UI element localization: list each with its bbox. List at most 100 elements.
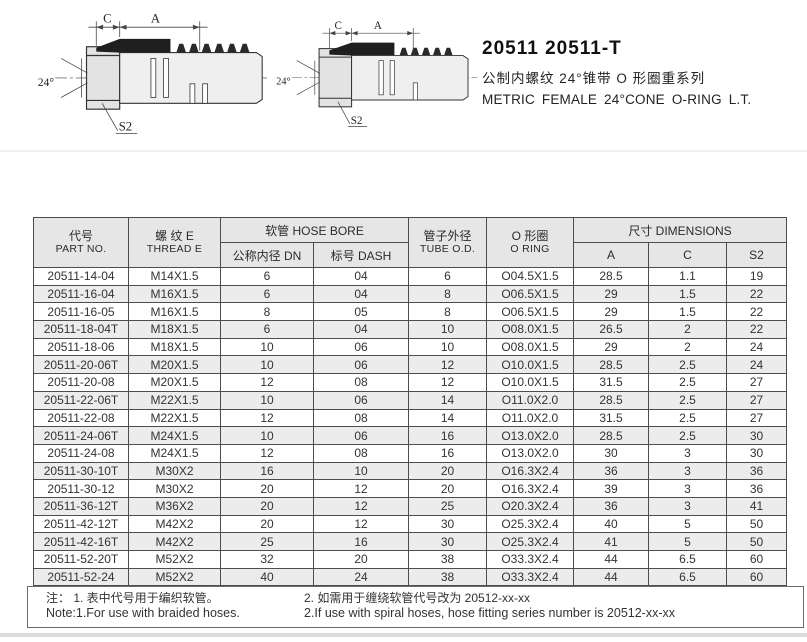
fitting-drawing-2: C A 24° S2 bbox=[266, 6, 480, 151]
table-row: 20511-20-08 M20X1.5 12 08 12 O10.0X1.5 31.5 2.5… bbox=[33, 373, 787, 392]
barb-serrations bbox=[176, 43, 250, 53]
cell-dash: 12 bbox=[313, 514, 409, 534]
cell-dim-s2: 19 bbox=[726, 267, 787, 286]
table-row: 20511-22-06T M22X1.5 10 06 14 O11.0X2.0 28.5 2.… bbox=[33, 390, 787, 410]
cell-thread: M18X1.5 bbox=[128, 320, 221, 339]
cell-dim-c: 5 bbox=[648, 514, 727, 534]
dimension-arrows bbox=[96, 24, 200, 30]
cell-part-no: 20511-52-24 bbox=[33, 567, 129, 587]
cell-dn: 8 bbox=[220, 302, 314, 322]
cell-dn: 40 bbox=[220, 567, 314, 587]
cell-dim-c: 2.5 bbox=[648, 355, 727, 375]
crimp-socket bbox=[96, 38, 171, 53]
cell-dn: 12 bbox=[220, 373, 314, 392]
col-header-dim-s2: S2 bbox=[726, 242, 787, 268]
cell-tube-od: 10 bbox=[408, 320, 487, 339]
cell-dim-s2: 50 bbox=[726, 514, 787, 534]
stem-grooves bbox=[150, 58, 208, 104]
dim-label-angle: 24° bbox=[38, 76, 55, 89]
hex-nut bbox=[85, 46, 121, 110]
cell-dn: 10 bbox=[220, 390, 314, 410]
dimension-lines bbox=[60, 21, 208, 134]
cell-o-ring: O08.0X1.5 bbox=[486, 337, 574, 357]
cell-dim-s2: 22 bbox=[726, 284, 787, 304]
cell-dim-a: 36 bbox=[573, 461, 649, 481]
col-header-part-no-en: PART NO. bbox=[55, 243, 107, 256]
cell-dim-c: 5 bbox=[648, 532, 727, 551]
table-row: 20511-52-24 M52X2 40 24 38 O33.3X2.4 44 6.5 60 bbox=[33, 567, 787, 587]
cell-dash: 12 bbox=[313, 479, 409, 498]
table-row: 20511-20-06T M20X1.5 10 06 12 O10.0X1.5 28.5 2.… bbox=[33, 355, 787, 375]
cell-dn: 25 bbox=[220, 532, 314, 551]
table-row: 20511-30-10T M30X2 16 10 20 O16.3X2.4 36 3 36 bbox=[33, 461, 787, 481]
cell-dim-a: 31.5 bbox=[573, 373, 649, 392]
cell-dim-s2: 50 bbox=[726, 532, 787, 551]
cell-dim-s2: 27 bbox=[726, 390, 787, 410]
cell-part-no: 20511-16-04 bbox=[33, 284, 129, 304]
dimension-arrows bbox=[329, 31, 414, 36]
cell-dash: 08 bbox=[313, 408, 409, 428]
cell-tube-od: 38 bbox=[408, 550, 487, 569]
cell-part-no: 20511-20-08 bbox=[33, 373, 129, 392]
cell-tube-od: 16 bbox=[408, 443, 487, 463]
cell-dim-c: 2.5 bbox=[648, 426, 727, 445]
cell-dim-a: 28.5 bbox=[573, 426, 649, 445]
cell-dim-s2: 36 bbox=[726, 479, 787, 498]
cell-thread: M24X1.5 bbox=[128, 426, 221, 445]
col-header-thread-cn: 螺 纹 E bbox=[155, 229, 194, 243]
spec-table-body: 20511-14-04 M14X1.5 6 04 6 O04.5X1.5 28.5 1.1 19… bbox=[33, 267, 787, 587]
table-row: 20511-30-12 M30X2 20 12 20 O16.3X2.4 39 3 36 bbox=[33, 479, 787, 498]
cell-dim-s2: 36 bbox=[726, 461, 787, 481]
cell-dim-c: 1.1 bbox=[648, 267, 727, 286]
cell-dim-c: 2.5 bbox=[648, 390, 727, 410]
spec-table: 代号 PART NO. 螺 纹 E THREAD E 软管 HOSE BORE … bbox=[33, 217, 787, 587]
cell-o-ring: O08.0X1.5 bbox=[486, 320, 574, 339]
cell-thread: M42X2 bbox=[128, 532, 221, 551]
cell-dim-s2: 41 bbox=[726, 496, 787, 516]
col-header-dash: 标号 DASH bbox=[313, 242, 409, 268]
cell-part-no: 20511-52-20T bbox=[33, 550, 129, 569]
fitting-drawing-1-svg: C A 24° S2 bbox=[38, 11, 268, 134]
cell-thread: M20X1.5 bbox=[128, 373, 221, 392]
cell-dim-a: 31.5 bbox=[573, 408, 649, 428]
cell-dn: 32 bbox=[220, 550, 314, 569]
cell-dim-s2: 24 bbox=[726, 355, 787, 375]
cell-o-ring: O16.3X2.4 bbox=[486, 479, 574, 498]
col-header-dim-a: A bbox=[573, 242, 649, 268]
cell-dn: 12 bbox=[220, 408, 314, 428]
dim-label-c: C bbox=[103, 11, 111, 25]
cell-tube-od: 30 bbox=[408, 514, 487, 534]
cell-tube-od: 14 bbox=[408, 408, 487, 428]
cell-dim-c: 6.5 bbox=[648, 550, 727, 569]
dim-label-s2: S2 bbox=[119, 120, 132, 134]
note-en-1: Note:1.For use with braided hoses. bbox=[46, 606, 240, 620]
table-row: 20511-18-04T M18X1.5 6 04 10 O08.0X1.5 26.5 2 22 bbox=[33, 320, 787, 339]
hex-nut bbox=[318, 48, 353, 108]
cell-dash: 06 bbox=[313, 337, 409, 357]
cell-thread: M22X1.5 bbox=[128, 408, 221, 428]
cell-part-no: 20511-24-08 bbox=[33, 443, 129, 463]
col-header-o-ring: O 形圈 O RING bbox=[486, 217, 574, 268]
cell-dash: 04 bbox=[313, 267, 409, 286]
cell-thread: M52X2 bbox=[128, 550, 221, 569]
col-header-part-no-cn: 代号 bbox=[68, 229, 93, 243]
cell-o-ring: O10.0X1.5 bbox=[486, 373, 574, 392]
dim-label-s2: S2 bbox=[351, 115, 363, 127]
col-header-dn: 公称内径 DN bbox=[220, 242, 314, 268]
cell-dash: 06 bbox=[313, 390, 409, 410]
cell-dash: 24 bbox=[313, 567, 409, 587]
cell-thread: M24X1.5 bbox=[128, 443, 221, 463]
cell-dim-s2: 27 bbox=[726, 408, 787, 428]
table-row: 20511-22-08 M22X1.5 12 08 14 O11.0X2.0 31.5 2.5… bbox=[33, 408, 787, 428]
cell-thread: M20X1.5 bbox=[128, 355, 221, 375]
cell-tube-od: 16 bbox=[408, 426, 487, 445]
cell-tube-od: 8 bbox=[408, 284, 487, 304]
cell-dim-s2: 60 bbox=[726, 567, 787, 587]
cell-thread: M18X1.5 bbox=[128, 337, 221, 357]
cell-tube-od: 6 bbox=[408, 267, 487, 286]
fitting-drawing-1: C A 24° S2 bbox=[26, 6, 270, 151]
table-row: 20511-16-04 M16X1.5 6 04 8 O06.5X1.5 29 1.5 22 bbox=[33, 284, 787, 304]
cell-o-ring: O33.3X2.4 bbox=[486, 567, 574, 587]
dimension-lines bbox=[296, 28, 421, 127]
